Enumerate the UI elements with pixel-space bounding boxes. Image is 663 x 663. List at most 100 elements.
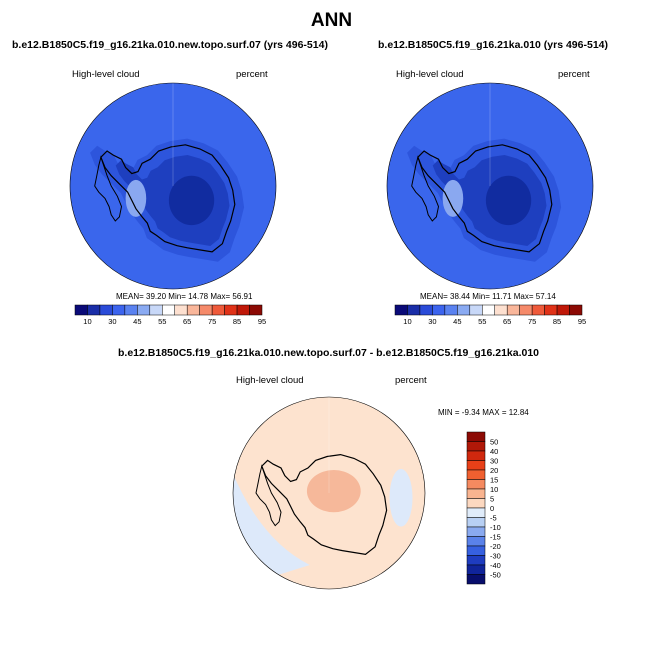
diff-max-value: 12.84 xyxy=(508,408,529,417)
diff-colorbar-swatch xyxy=(466,555,486,566)
panel2-colorbar-swatch xyxy=(556,304,570,316)
panel1-mean-label: MEAN= xyxy=(116,292,144,301)
cloud-low-core xyxy=(168,175,215,226)
panel1-min-label: Min= xyxy=(168,292,186,301)
peninsula-coastline xyxy=(94,155,123,222)
panel1-colorbar-swatch xyxy=(112,304,126,316)
panel1-colorbar-swatch xyxy=(99,304,113,316)
panel1-colorbar-tick-label: 30 xyxy=(108,317,116,326)
diff-colorbar-tick-label: 5 xyxy=(490,495,494,504)
map-border xyxy=(232,396,426,590)
panel1-colorbar-swatch xyxy=(87,304,101,316)
diff-colorbar-swatch xyxy=(466,469,486,480)
diff-colorbar-tick-label: -40 xyxy=(490,561,501,570)
diff-min-label: MIN = xyxy=(438,408,460,417)
diff-max-label: MAX = xyxy=(482,408,507,417)
panel2-colorbar-swatch xyxy=(469,304,483,316)
panel2-colorbar-tick-label: 95 xyxy=(578,317,586,326)
panel2-colorbar-swatch xyxy=(482,304,495,316)
panel2-colorbar-swatch xyxy=(506,304,520,316)
panel1-min-value: 14.78 xyxy=(188,292,209,301)
panel1-colorbar-swatch xyxy=(236,304,250,316)
diff-colorbar-tick-label: -50 xyxy=(490,571,501,580)
diff-colorbar-tick-label: 0 xyxy=(490,504,494,513)
panel1-colorbar-swatch xyxy=(211,304,225,316)
diff-colorbar-tick-label: 10 xyxy=(490,485,498,494)
peninsula-coastline xyxy=(255,464,282,527)
panel2-colorbar-swatch xyxy=(444,304,458,316)
panel2-colorbar-swatch xyxy=(544,304,558,316)
diff-colorbar-tick-label: 30 xyxy=(490,457,498,466)
diff-colorbar-tick-label: 15 xyxy=(490,476,498,485)
figure-title: ANN xyxy=(310,10,353,31)
panel1-mean-value: 39.20 xyxy=(146,292,167,301)
diff-colorbar-swatch xyxy=(466,507,486,518)
panel1-colorbar-tick-label: 75 xyxy=(208,317,216,326)
panel2-max-value: 57.14 xyxy=(535,292,556,301)
panel2-colorbar-swatch xyxy=(519,304,533,316)
panel2-colorbar-swatch xyxy=(457,304,471,316)
diff-colorbar-tick-label: -5 xyxy=(490,514,497,523)
panel2-min-label: Min= xyxy=(472,292,490,301)
diff-colorbar-swatch xyxy=(466,431,486,442)
diff-colorbar-swatch xyxy=(466,517,486,528)
panel1-units: percent xyxy=(236,69,268,80)
panel1-max-label: Max= xyxy=(210,292,231,301)
diff-colorbar-tick-label: -30 xyxy=(490,552,501,561)
diff-colorbar-swatch xyxy=(466,564,486,575)
panel2-colorbar-swatch xyxy=(394,304,408,316)
panel2-colorbar-swatch xyxy=(419,304,433,316)
diff-colorbar-swatch xyxy=(466,450,486,461)
map-2 xyxy=(387,83,593,289)
panel2-colorbar-tick-label: 75 xyxy=(528,317,536,326)
panel1-colorbar-swatch xyxy=(249,304,263,316)
diff-colorbar-swatch xyxy=(466,526,486,537)
diff-colorbar-swatch xyxy=(466,441,486,452)
panel1-colorbar-swatch xyxy=(224,304,238,316)
panel1-colorbar-swatch xyxy=(149,304,163,316)
panel1-colorbar-tick-label: 45 xyxy=(133,317,141,326)
panel1-colorbar-tick-label: 85 xyxy=(233,317,241,326)
diff-colorbar-swatch xyxy=(466,536,486,547)
panel2-colorbar-swatch xyxy=(407,304,421,316)
diff-colorbar-tick-label: 20 xyxy=(490,466,498,475)
diff-panel-units: percent xyxy=(395,375,427,386)
panel1-colorbar-swatch xyxy=(174,304,188,316)
panel2-mean-value: 38.44 xyxy=(450,292,471,301)
panel1-stats: MEAN= 39.20 Min= 14.78 Max= 56.91 xyxy=(116,292,252,301)
antarctica-coastline xyxy=(417,144,553,253)
diff-panel-title: b.e12.B1850C5.f19_g16.21ka.010.new.topo.… xyxy=(118,347,540,359)
diff-positive-core xyxy=(306,469,361,513)
panel2-colorbar-tick-label: 55 xyxy=(478,317,486,326)
panel2-colorbar-tick-label: 45 xyxy=(453,317,461,326)
peninsula-coastline xyxy=(411,155,440,222)
panel1-title: b.e12.B1850C5.f19_g16.21ka.010.new.topo.… xyxy=(12,39,328,51)
diff-min-value: -9.34 xyxy=(461,408,481,417)
panel1-colorbar-swatch xyxy=(186,304,200,316)
panel2-mean-label: MEAN= xyxy=(420,292,448,301)
panel2-colorbar-swatch xyxy=(569,304,583,316)
panel2-colorbar-tick-label: 65 xyxy=(503,317,511,326)
map-3 xyxy=(233,397,425,589)
panel2-stats: MEAN= 38.44 Min= 11.71 Max= 57.14 xyxy=(420,292,556,301)
panel1-colorbar-swatch xyxy=(124,304,138,316)
panel2-units: percent xyxy=(558,69,590,80)
diff-colorbar-swatch xyxy=(466,488,486,499)
panel1-colorbar-swatch xyxy=(74,304,88,316)
panel2-colorbar-swatch xyxy=(531,304,545,316)
panel1-colorbar-tick-label: 65 xyxy=(183,317,191,326)
diff-colorbar-swatch xyxy=(466,574,486,585)
cloud-high-patch xyxy=(125,179,147,217)
map-border xyxy=(386,82,594,290)
panel1-variable: High-level cloud xyxy=(72,69,140,80)
map-1 xyxy=(70,83,276,289)
cloud-low-core xyxy=(485,175,532,226)
diff-colorbar-swatch xyxy=(466,479,486,490)
panel1-colorbar-tick-label: 55 xyxy=(158,317,166,326)
diff-colorbar-tick-label: -15 xyxy=(490,533,501,542)
panel1-max-value: 56.91 xyxy=(232,292,253,301)
diff-stats: MIN = -9.34 MAX = 12.84 xyxy=(438,408,529,417)
panel2-colorbar-swatch xyxy=(494,304,508,316)
panel1-colorbar-swatch xyxy=(137,304,151,316)
